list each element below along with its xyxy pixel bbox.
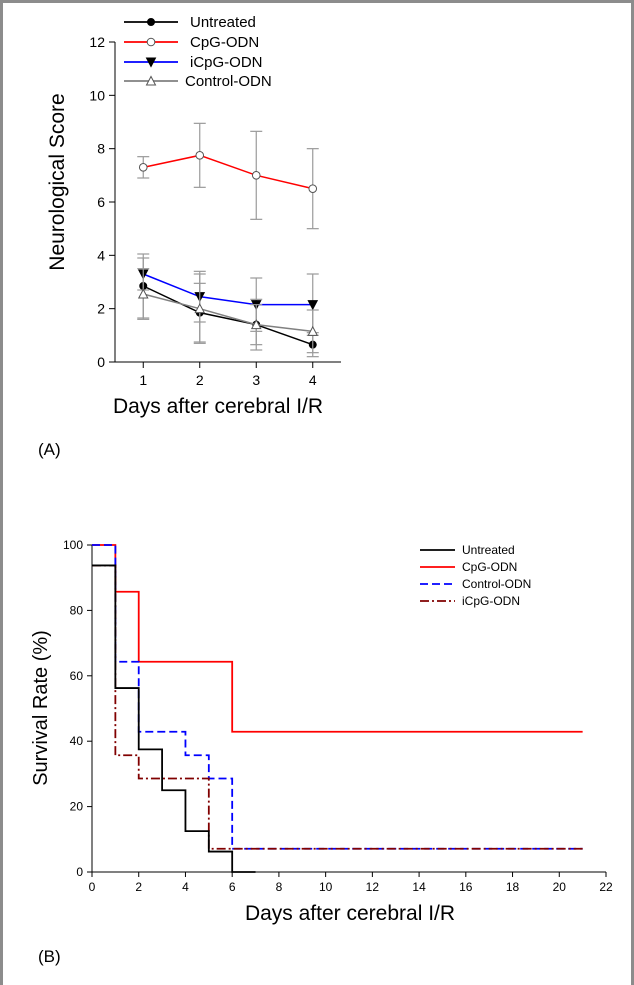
b-legend-label: Control-ODN [462, 577, 531, 591]
a-data-point [195, 151, 205, 160]
a-data-point [145, 57, 157, 68]
b-legend-label: CpG-ODN [462, 560, 517, 574]
b-y-tick-label: 60 [70, 669, 84, 683]
panel-a-label: (A) [38, 440, 61, 459]
a-legend-label: Untreated [190, 14, 256, 31]
b-x-tick-label: 20 [553, 880, 567, 894]
a-data-point [251, 171, 261, 180]
b-legend-item: iCpG-ODN [420, 594, 520, 608]
a-y-tick-label: 12 [89, 34, 105, 50]
b-y-tick-label: 0 [76, 865, 83, 879]
a-data-point [307, 300, 319, 311]
a-y-tick-label: 6 [97, 194, 105, 210]
b-x-axis-label: Days after cerebral I/R [245, 902, 455, 925]
a-x-tick-label: 4 [309, 372, 317, 388]
panel-b-label: (B) [38, 947, 61, 966]
b-legend-item: Control-ODN [420, 577, 531, 591]
b-x-tick-label: 22 [599, 880, 613, 894]
figure-frame-right [631, 0, 634, 985]
a-series-line [142, 273, 313, 306]
b-y-tick-label: 20 [70, 800, 84, 814]
a-legend-label: iCpG-ODN [190, 54, 263, 71]
b-x-tick-label: 6 [229, 880, 236, 894]
b-y-axis-label: Survival Rate (%) [30, 630, 52, 786]
b-x-tick-label: 10 [319, 880, 333, 894]
a-data-point [138, 163, 148, 172]
a-legend-item: iCpG-ODN [124, 54, 263, 71]
a-data-point [147, 18, 155, 26]
a-series-cpg-odn [137, 122, 319, 230]
a-series-control-odn [137, 268, 319, 354]
a-y-tick-label: 4 [97, 247, 105, 263]
b-series-untreated [92, 564, 256, 873]
a-data-point [146, 37, 156, 47]
figure-frame-left [0, 0, 3, 985]
a-data-point [307, 325, 319, 336]
a-x-tick-label: 2 [196, 372, 204, 388]
a-legend-item: Control-ODN [124, 73, 272, 90]
b-x-tick-label: 2 [135, 880, 142, 894]
a-legend-label: CpG-ODN [190, 34, 259, 51]
a-x-tick-label: 3 [252, 372, 260, 388]
a-x-axis-label: Days after cerebral I/R [113, 395, 323, 418]
b-x-tick-label: 14 [412, 880, 426, 894]
b-x-tick-label: 8 [276, 880, 283, 894]
a-data-point [145, 75, 157, 86]
a-series-line [143, 293, 313, 333]
b-y-tick-label: 80 [70, 603, 84, 617]
b-x-tick-label: 0 [89, 880, 96, 894]
b-y-tick-label: 100 [63, 538, 83, 552]
a-y-tick-label: 10 [89, 87, 105, 103]
a-legend-item: Untreated [124, 14, 256, 31]
a-y-axis-label: Neurological Score [46, 93, 69, 270]
a-data-point [194, 303, 206, 314]
b-legend-item: CpG-ODN [420, 560, 517, 574]
b-legend-label: Untreated [462, 543, 515, 557]
a-legend-label: Control-ODN [185, 73, 272, 90]
survival-chart: 0 20 40 60 80 100 0 2 4 6 8 10 12 14 16 18 20 22 Untreat… [30, 538, 613, 966]
a-data-point [137, 288, 149, 299]
a-x-tick-label: 1 [139, 372, 147, 388]
b-legend-label: iCpG-ODN [462, 594, 520, 608]
a-y-tick-label: 8 [97, 141, 105, 157]
b-x-tick-label: 18 [506, 880, 520, 894]
b-y-tick-label: 40 [70, 734, 84, 748]
b-legend-item: Untreated [420, 543, 515, 557]
a-series-line [143, 154, 313, 190]
figure-frame-top [0, 0, 634, 3]
a-y-tick-label: 2 [97, 301, 105, 317]
a-series-line [142, 285, 314, 346]
b-x-tick-label: 12 [366, 880, 380, 894]
a-legend-item: CpG-ODN [124, 34, 259, 51]
a-data-point [250, 319, 262, 330]
a-y-tick-label: 0 [97, 354, 105, 370]
b-x-tick-label: 4 [182, 880, 189, 894]
a-data-point [308, 184, 318, 193]
b-x-tick-label: 16 [459, 880, 473, 894]
